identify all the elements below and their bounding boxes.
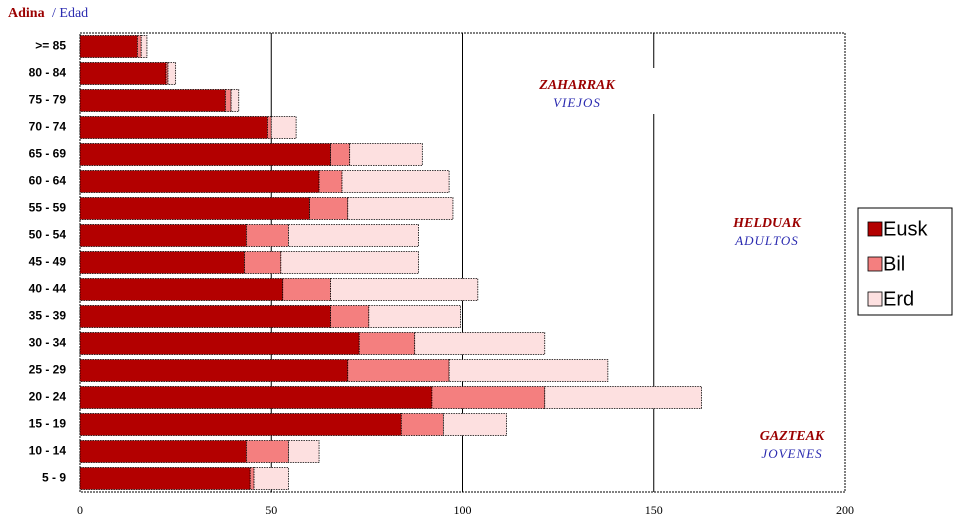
bar-segment bbox=[341, 170, 450, 193]
y-tick-label: 75 - 79 bbox=[29, 93, 67, 107]
bar-segment bbox=[79, 251, 245, 274]
bar-segment bbox=[79, 116, 268, 139]
annotation-label: HELDUAK bbox=[732, 216, 802, 231]
y-tick-label: 5 - 9 bbox=[42, 471, 66, 485]
bar-segment bbox=[330, 278, 479, 301]
bar-segment bbox=[79, 332, 360, 355]
bar-segment bbox=[79, 467, 251, 490]
bar-segment bbox=[245, 224, 289, 247]
bar-segment bbox=[79, 170, 320, 193]
annotation-translation: VIEJOS bbox=[553, 95, 601, 110]
annotation-label: ZAHARRAK bbox=[538, 78, 616, 93]
bar-segment bbox=[230, 89, 240, 112]
bar-segment bbox=[414, 332, 546, 355]
bar-segment bbox=[79, 359, 349, 382]
bar-segment bbox=[224, 89, 232, 112]
x-tick-label: 150 bbox=[645, 503, 663, 517]
bar-segment bbox=[79, 197, 310, 220]
bar-segment bbox=[442, 413, 507, 436]
y-tick-label: 15 - 19 bbox=[29, 417, 67, 431]
bar-segment bbox=[544, 386, 702, 409]
chart-subtitle: / Edad bbox=[52, 6, 88, 21]
bar-segment bbox=[400, 413, 444, 436]
bar-segment bbox=[288, 224, 419, 247]
bar-segment bbox=[249, 467, 255, 490]
annotation-backdrop bbox=[520, 68, 660, 114]
bar-segment bbox=[79, 143, 331, 166]
y-tick-label: 25 - 29 bbox=[29, 363, 67, 377]
bar-segment bbox=[253, 467, 289, 490]
y-tick-label: 70 - 74 bbox=[29, 120, 67, 134]
bar-segment bbox=[267, 116, 272, 139]
y-tick-label: 35 - 39 bbox=[29, 309, 67, 323]
bar-segment bbox=[79, 278, 284, 301]
y-tick-label: 45 - 49 bbox=[29, 255, 67, 269]
legend-label: Eusk bbox=[883, 218, 928, 240]
bar-segment bbox=[318, 170, 343, 193]
bar-segment bbox=[79, 440, 247, 463]
bar-segment bbox=[245, 440, 289, 463]
bar-segment bbox=[288, 440, 320, 463]
y-tick-label: 60 - 64 bbox=[29, 174, 67, 188]
bar-segment bbox=[136, 35, 142, 58]
legend-swatch bbox=[867, 291, 883, 307]
y-tick-label: 50 - 54 bbox=[29, 228, 67, 242]
bar-segment bbox=[79, 386, 433, 409]
x-tick-label: 0 bbox=[77, 503, 83, 517]
bar-segment bbox=[330, 143, 351, 166]
bar-segment bbox=[347, 197, 454, 220]
y-tick-label: 55 - 59 bbox=[29, 201, 67, 215]
bar-segment bbox=[140, 35, 148, 58]
x-tick-label: 50 bbox=[265, 503, 277, 517]
bar-segment bbox=[79, 89, 226, 112]
bar-segment bbox=[167, 62, 177, 85]
bar-segment bbox=[448, 359, 609, 382]
bar-segment bbox=[79, 305, 331, 328]
bar-segment bbox=[431, 386, 546, 409]
bar-segment bbox=[79, 35, 138, 58]
bar-segment bbox=[309, 197, 349, 220]
annotation-translation: JOVENES bbox=[761, 446, 822, 461]
y-tick-label: >= 85 bbox=[35, 39, 66, 53]
legend-swatch bbox=[867, 221, 883, 237]
annotation-label: GAZTEAK bbox=[760, 429, 826, 444]
legend-label: Erd bbox=[883, 288, 914, 310]
bar-segment bbox=[280, 251, 419, 274]
y-tick-label: 65 - 69 bbox=[29, 147, 67, 161]
bar-segment bbox=[358, 332, 416, 355]
legend-label: Bil bbox=[883, 253, 905, 275]
legend-swatch bbox=[867, 256, 883, 272]
x-tick-label: 200 bbox=[836, 503, 854, 517]
y-tick-label: 10 - 14 bbox=[29, 444, 67, 458]
y-tick-label: 30 - 34 bbox=[29, 336, 67, 350]
y-tick-label: 20 - 24 bbox=[29, 390, 67, 404]
bar-segment bbox=[79, 62, 167, 85]
bar-segment bbox=[368, 305, 461, 328]
y-tick-label: 40 - 44 bbox=[29, 282, 67, 296]
chart-title: Adina bbox=[8, 6, 45, 21]
bar-segment bbox=[349, 143, 423, 166]
y-tick-label: 80 - 84 bbox=[29, 66, 67, 80]
annotation-translation: ADULTOS bbox=[734, 233, 799, 248]
bar-segment bbox=[244, 251, 282, 274]
x-tick-label: 100 bbox=[454, 503, 472, 517]
bar-segment bbox=[79, 413, 402, 436]
bar-segment bbox=[347, 359, 450, 382]
bar-segment bbox=[330, 305, 370, 328]
bar-segment bbox=[282, 278, 331, 301]
bar-segment bbox=[79, 224, 247, 247]
bar-segment bbox=[270, 116, 297, 139]
